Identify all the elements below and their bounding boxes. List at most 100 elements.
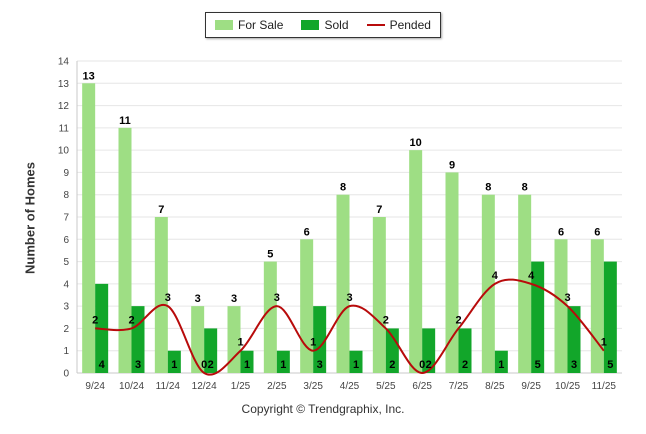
data-label-for-sale: 7 [158, 204, 164, 216]
data-label-for-sale: 13 [83, 70, 95, 82]
data-label-for-sale: 6 [304, 226, 310, 238]
bar-for-sale [82, 83, 96, 374]
legend-label-pended: Pended [389, 18, 431, 32]
data-label-sold: 2 [426, 359, 432, 371]
data-label-for-sale: 8 [340, 182, 346, 194]
copyright-text: Copyright © Trendgraphix, Inc. [241, 402, 405, 416]
bar-for-sale [118, 127, 132, 373]
data-label-sold: 3 [571, 359, 577, 371]
legend-swatch-for-sale [215, 20, 234, 30]
data-label-sold: 3 [135, 359, 141, 371]
data-label-for-sale: 6 [558, 226, 564, 238]
x-tick-label: 8/25 [485, 381, 505, 392]
x-tick-label: 11/25 [592, 381, 617, 392]
bar-for-sale [300, 239, 314, 373]
data-label-sold: 4 [99, 359, 106, 371]
legend-item-sold[interactable]: Sold [301, 18, 349, 32]
legend: For Sale Sold Pended [205, 12, 441, 38]
data-label-sold: 2 [462, 359, 468, 371]
pended-line [95, 278, 605, 376]
bar-for-sale [518, 194, 532, 373]
y-axis-title: Number of Homes [22, 162, 38, 274]
data-label-sold: 1 [171, 359, 177, 371]
y-tick-label: 0 [63, 369, 69, 380]
data-label-sold: 3 [317, 359, 323, 371]
x-tick-label: 9/24 [85, 381, 105, 392]
y-tick-label: 12 [58, 101, 70, 112]
data-label-for-sale: 8 [485, 182, 491, 194]
y-tick-label: 9 [63, 168, 69, 179]
data-label-pended: 1 [601, 337, 607, 349]
x-tick-label: 10/25 [555, 381, 580, 392]
bar-sold [204, 328, 218, 373]
bar-for-sale [590, 239, 604, 373]
data-label-pended: 2 [455, 314, 461, 326]
data-label-pended: 0 [419, 359, 425, 371]
x-tick-label: 10/24 [119, 381, 144, 392]
bar-for-sale [336, 194, 350, 373]
data-label-sold: 5 [607, 359, 613, 371]
x-tick-label: 7/25 [449, 381, 469, 392]
legend-label-for-sale: For Sale [238, 18, 284, 32]
data-label-pended: 0 [201, 359, 207, 371]
data-label-for-sale: 3 [231, 293, 237, 305]
x-tick-label: 6/25 [412, 381, 432, 392]
data-label-pended: 1 [237, 337, 243, 349]
x-tick-label: 3/25 [303, 381, 323, 392]
y-tick-label: 2 [63, 324, 69, 335]
x-tick-label: 1/25 [231, 381, 251, 392]
data-label-for-sale: 3 [195, 293, 201, 305]
y-tick-label: 4 [63, 279, 69, 290]
bar-sold [240, 350, 254, 373]
x-tick-label: 5/25 [376, 381, 396, 392]
bar-for-sale [481, 194, 495, 373]
data-label-for-sale: 5 [267, 249, 273, 261]
y-tick-label: 11 [59, 123, 70, 134]
bar-sold [349, 350, 363, 373]
legend-swatch-pended [366, 24, 385, 26]
data-label-sold: 1 [280, 359, 286, 371]
data-label-pended: 4 [492, 270, 499, 282]
bar-sold [494, 350, 508, 373]
data-label-for-sale: 8 [522, 182, 528, 194]
data-label-pended: 2 [383, 314, 389, 326]
data-label-for-sale: 7 [376, 204, 382, 216]
bar-for-sale [263, 261, 277, 373]
bar-sold [276, 350, 290, 373]
data-label-sold: 2 [389, 359, 395, 371]
legend-item-for-sale[interactable]: For Sale [215, 18, 283, 32]
y-tick-label: 8 [63, 190, 69, 201]
data-label-pended: 3 [165, 292, 171, 304]
data-label-pended: 2 [128, 314, 134, 326]
data-label-sold: 1 [353, 359, 359, 371]
y-tick-label: 13 [58, 79, 70, 90]
data-label-for-sale: 6 [594, 226, 600, 238]
y-tick-label: 5 [63, 257, 69, 268]
y-tick-label: 3 [63, 302, 69, 313]
y-tick-label: 7 [63, 213, 69, 224]
y-tick-label: 1 [63, 346, 69, 357]
data-label-pended: 2 [92, 314, 98, 326]
x-tick-label: 2/25 [267, 381, 287, 392]
bar-sold [603, 261, 617, 373]
x-tick-label: 9/25 [521, 381, 541, 392]
bar-for-sale [154, 217, 168, 373]
y-tick-label: 10 [58, 146, 70, 157]
data-label-for-sale: 10 [410, 137, 422, 149]
pended-series-line [95, 278, 605, 376]
y-tick-label: 6 [63, 235, 69, 246]
data-label-sold: 1 [498, 359, 504, 371]
data-label-pended: 1 [310, 337, 316, 349]
data-label-pended: 3 [564, 292, 570, 304]
bar-sold [458, 328, 472, 373]
bar-sold [422, 328, 436, 373]
data-label-pended: 4 [528, 270, 535, 282]
legend-item-pended[interactable]: Pended [366, 18, 431, 32]
x-axis-labels: 9/24 10/24 11/24 12/24 1/25 2/25 3/25 4/25 5/25 6… [85, 381, 616, 392]
bars [82, 83, 617, 374]
data-label-sold: 1 [244, 359, 250, 371]
bar-for-sale [372, 217, 386, 373]
